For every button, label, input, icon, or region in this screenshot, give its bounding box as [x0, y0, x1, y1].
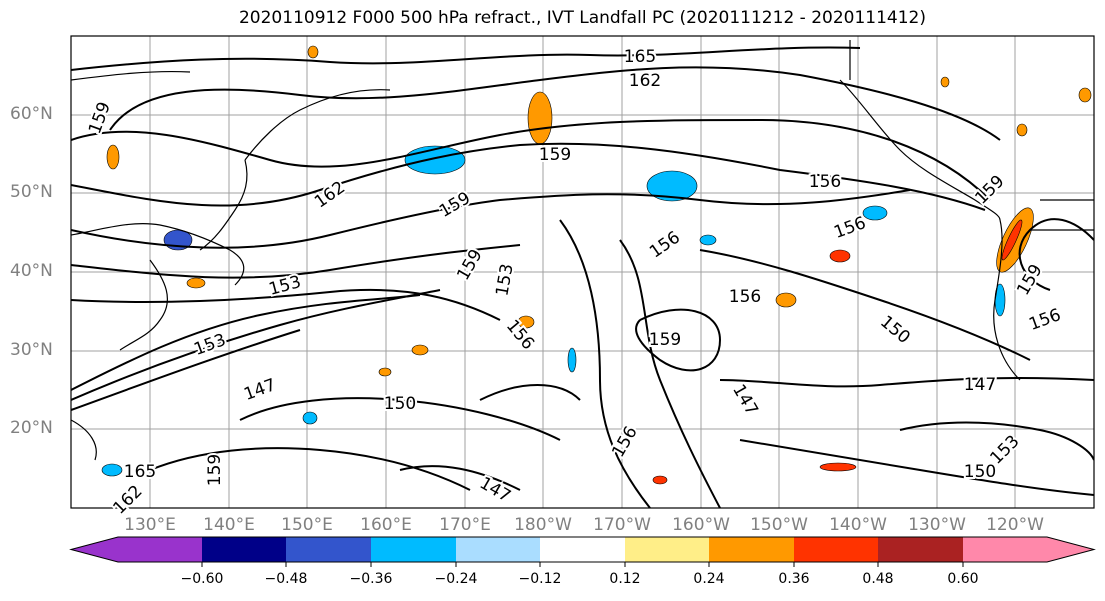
contour-label: 159: [539, 145, 571, 165]
lon-label-170w: 170°W: [593, 515, 651, 535]
colorbar-extend-max: [1047, 537, 1094, 562]
colorbar-segment: [118, 537, 202, 562]
colorbar-segment: [456, 537, 540, 562]
contour-label: 159: [649, 330, 681, 350]
colorbar-tick: 0.24: [693, 571, 725, 587]
colorbar-tick: 0.60: [947, 571, 979, 587]
lon-label-160w: 160°W: [672, 515, 730, 535]
colorbar-tick: −0.48: [264, 571, 308, 587]
lon-label-120w: 120°W: [986, 515, 1044, 535]
lon-label-180w: 180°W: [514, 515, 572, 535]
contour-label: 150: [964, 462, 996, 482]
contour-label: 147: [964, 375, 996, 395]
colorbar-segment: [286, 537, 371, 562]
map-title: 2020110912 F000 500 hPa refract., IVT La…: [238, 8, 926, 28]
contour-label: 165: [124, 462, 156, 482]
lon-label-150w: 150°W: [750, 515, 808, 535]
map-frame: [70, 35, 1095, 509]
colorbar-segment: [794, 537, 878, 562]
lat-label-20n: 20°N: [10, 418, 53, 438]
lon-label-130e: 130°E: [124, 515, 176, 535]
refractivity-contours: [71, 46, 1094, 508]
contour-label: 156: [809, 172, 841, 192]
colorbar-segment: [878, 537, 963, 562]
colorbar-segment: [709, 537, 794, 562]
lon-label-130w: 130°W: [908, 515, 966, 535]
lat-label-40n: 40°N: [10, 261, 53, 281]
lat-label-50n: 50°N: [10, 182, 53, 202]
colorbar-segment: [540, 537, 625, 562]
colorbar-outline: [69, 536, 1096, 563]
gridlines: [71, 36, 1094, 508]
colorbar-segment: [371, 537, 456, 562]
colorbar-tick: −0.60: [180, 571, 224, 587]
colorbar: [69, 536, 1096, 567]
contour-label: 165: [624, 47, 656, 67]
lon-label-140w: 140°W: [829, 515, 887, 535]
colorbar-segment: [202, 537, 286, 562]
colorbar-tick: −0.12: [518, 571, 562, 587]
colorbar-tick: 0.36: [778, 571, 810, 587]
lon-label-140e: 140°E: [203, 515, 255, 535]
colorbar-segment: [963, 537, 1047, 562]
colorbar-tick: −0.36: [349, 571, 393, 587]
coastlines: [71, 40, 1094, 461]
contour-label: 162: [629, 71, 661, 91]
lat-label-30n: 30°N: [10, 340, 53, 360]
colorbar-tick: 0.48: [862, 571, 894, 587]
lon-label-170e: 170°E: [439, 515, 491, 535]
contour-label: 159: [205, 454, 225, 486]
colorbar-tick: 0.12: [609, 571, 641, 587]
colorbar-extend-min: [71, 537, 118, 562]
colorbar-tick: −0.24: [434, 571, 478, 587]
lat-label-60n: 60°N: [10, 104, 53, 124]
lon-label-160e: 160°E: [360, 515, 412, 535]
colorbar-segment: [625, 537, 709, 562]
contour-label: 150: [384, 394, 416, 414]
contour-label: 156: [729, 287, 761, 307]
lon-label-150e: 150°E: [281, 515, 333, 535]
